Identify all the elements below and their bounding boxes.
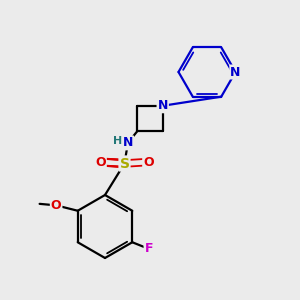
Text: N: N — [123, 136, 133, 149]
Text: N: N — [158, 99, 168, 112]
Text: S: S — [119, 157, 130, 170]
Text: O: O — [51, 199, 62, 212]
Text: H: H — [113, 136, 122, 146]
Text: O: O — [95, 155, 106, 169]
Text: N: N — [230, 65, 241, 79]
Text: F: F — [145, 242, 153, 255]
Text: O: O — [143, 155, 154, 169]
